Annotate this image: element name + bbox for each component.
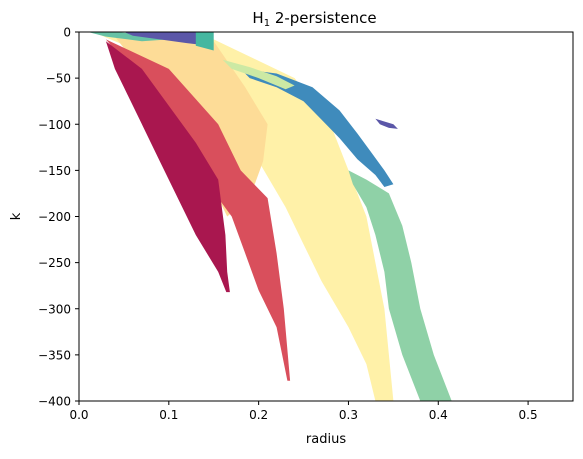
persistence-regions [88, 32, 452, 402]
x-tick-label: 0.3 [339, 408, 358, 422]
region-0 [97, 33, 394, 402]
x-tick-label: 0.1 [159, 408, 178, 422]
y-tick-label: −400 [38, 395, 71, 409]
x-tick-label: 0.5 [519, 408, 538, 422]
x-axis-label: radius [306, 432, 346, 447]
region-6 [222, 59, 295, 90]
region-3 [105, 41, 230, 293]
title-subscript: 1 [264, 18, 270, 29]
x-tick-label: 0.0 [69, 408, 88, 422]
y-tick-label: 0 [63, 26, 71, 40]
y-tick-label: −150 [38, 164, 71, 178]
region-7 [88, 32, 169, 42]
region-2 [105, 39, 291, 381]
y-axis: 0 −50 −100 −150 −200 −250 −300 −350 −400 [38, 26, 79, 409]
y-tick-label: −50 [46, 72, 71, 86]
chart-title: H1 2-persistence [252, 9, 376, 29]
region-4 [348, 170, 452, 401]
region-10 [375, 118, 398, 129]
y-axis-label: k [9, 212, 24, 220]
x-tick-label: 0.2 [249, 408, 268, 422]
region-5 [240, 68, 394, 187]
y-tick-label: −300 [38, 302, 71, 316]
y-tick-label: −250 [38, 256, 71, 270]
y-tick-label: −350 [38, 348, 71, 362]
region-9 [195, 32, 214, 51]
title-rest: 2-persistence [270, 9, 377, 27]
y-tick-label: −200 [38, 210, 71, 224]
x-tick-label: 0.4 [429, 408, 448, 422]
x-axis: 0.0 0.1 0.2 0.3 0.4 0.5 [69, 401, 538, 422]
title-main: H [252, 9, 263, 27]
y-tick-label: −100 [38, 118, 71, 132]
region-8 [123, 32, 210, 46]
